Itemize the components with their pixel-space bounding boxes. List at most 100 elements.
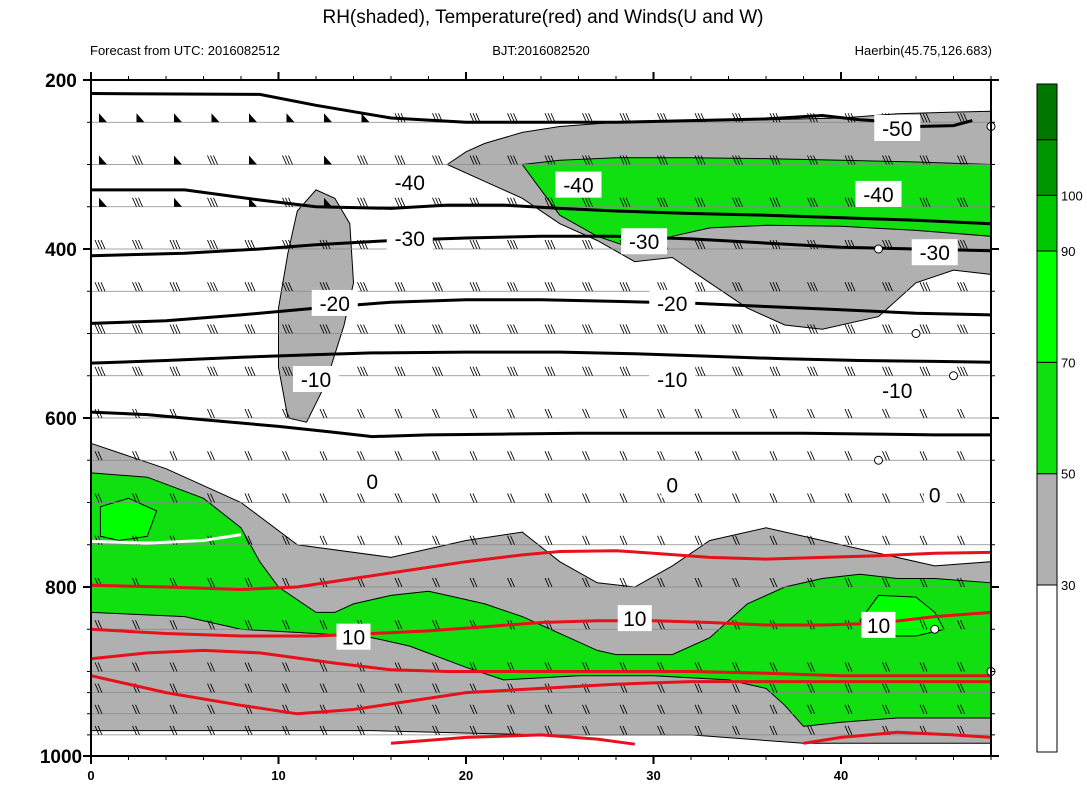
wind-barb — [847, 282, 853, 292]
wind-barb — [510, 239, 515, 250]
wind-flag — [99, 155, 107, 165]
wind-barb — [97, 620, 103, 630]
wind-barb — [132, 451, 137, 461]
wind-barb — [400, 282, 406, 292]
wind-barb — [738, 324, 743, 334]
wind-barb — [513, 324, 518, 334]
subtitle-left: Forecast from UTC: 2016082512 — [90, 43, 280, 58]
wind-barb — [957, 535, 962, 545]
wind-barb — [210, 197, 215, 207]
wind-barb — [210, 282, 215, 292]
wind-barb — [319, 324, 325, 334]
wind-barb — [697, 451, 703, 461]
wind-barb — [807, 493, 812, 503]
temperature-contour-black — [90, 410, 991, 439]
wind-barb — [657, 282, 662, 292]
wind-barb — [169, 324, 175, 334]
wind-barb — [735, 662, 740, 672]
wind-barb — [735, 324, 740, 334]
wind-barb — [250, 366, 256, 376]
wind-barb — [885, 683, 890, 693]
temperature-contour-red — [803, 730, 992, 745]
wind-barb — [544, 725, 550, 736]
contour-label: 10 — [623, 608, 646, 631]
wind-barb — [247, 366, 253, 376]
wind-barb — [960, 155, 965, 165]
contour-label-box — [855, 180, 902, 207]
wind-barb — [582, 197, 587, 207]
wind-barb — [732, 683, 737, 693]
wind-barb — [769, 451, 775, 461]
wind-barb — [207, 725, 212, 736]
wind-barb — [135, 282, 140, 292]
wind-barb — [94, 662, 100, 672]
wind-barb — [97, 451, 103, 461]
wind-barb — [97, 704, 103, 714]
wind-barb — [475, 324, 481, 334]
wind-barb — [357, 493, 362, 503]
wind-barb — [850, 366, 856, 376]
wind-barb — [847, 577, 853, 588]
wind-barb — [322, 620, 328, 630]
wind-barb — [844, 725, 850, 736]
wind-barb — [282, 683, 287, 693]
contour-label-box — [555, 171, 602, 198]
contour-label-box — [911, 239, 958, 266]
wind-barb — [397, 324, 403, 334]
wind-barb — [810, 451, 815, 461]
contour-label-box — [649, 365, 696, 392]
wind-barb — [172, 239, 178, 250]
wind-barb — [847, 408, 853, 419]
wind-flag — [174, 197, 182, 207]
wind-barb — [769, 493, 775, 503]
wind-barb — [775, 282, 781, 292]
wind-barb — [660, 197, 665, 207]
wind-barb — [919, 704, 925, 714]
wind-barb — [472, 493, 478, 503]
wind-barb — [588, 239, 593, 250]
wind-barb — [585, 451, 590, 461]
contour-label-box — [361, 468, 384, 495]
wind-barb — [207, 324, 212, 334]
wind-barb — [360, 197, 365, 207]
wind-barb — [397, 282, 403, 292]
wind-calm-circle — [930, 624, 940, 634]
wind-barb — [588, 282, 593, 292]
wind-barb — [735, 704, 740, 714]
wind-barb — [394, 683, 400, 693]
wind-barb — [507, 239, 512, 250]
wind-barb — [319, 535, 325, 545]
contour-label-box — [311, 289, 358, 316]
wind-barb — [469, 725, 475, 736]
wind-barb — [207, 704, 212, 714]
wind-barb — [775, 324, 781, 334]
wind-barb — [207, 366, 212, 376]
wind-barb — [885, 493, 890, 503]
wind-flag — [99, 197, 107, 207]
wind-barb — [247, 577, 253, 588]
wind-barb — [619, 366, 625, 376]
temperature-contour-black — [91, 188, 992, 226]
wind-barb — [657, 725, 662, 736]
wind-barb — [622, 197, 628, 207]
wind-barb — [810, 662, 815, 672]
wind-flag — [286, 113, 295, 123]
wind-barb — [175, 366, 181, 376]
wind-barb — [138, 282, 143, 292]
wind-barb — [172, 683, 178, 693]
wind-barb — [285, 451, 290, 461]
wind-barb — [694, 662, 700, 672]
wind-barb — [732, 577, 737, 588]
wind-barb — [322, 725, 328, 736]
wind-barb — [94, 620, 100, 630]
wind-barb — [394, 197, 400, 207]
wind-barb — [807, 155, 812, 165]
wind-barb — [357, 725, 362, 736]
contour-label: -40 — [395, 172, 425, 195]
wind-barb — [397, 535, 403, 545]
wind-barb — [810, 197, 815, 207]
wind-barb — [657, 577, 662, 588]
wind-barb — [582, 155, 587, 165]
wind-barb — [175, 324, 181, 334]
wind-barb — [432, 704, 437, 714]
